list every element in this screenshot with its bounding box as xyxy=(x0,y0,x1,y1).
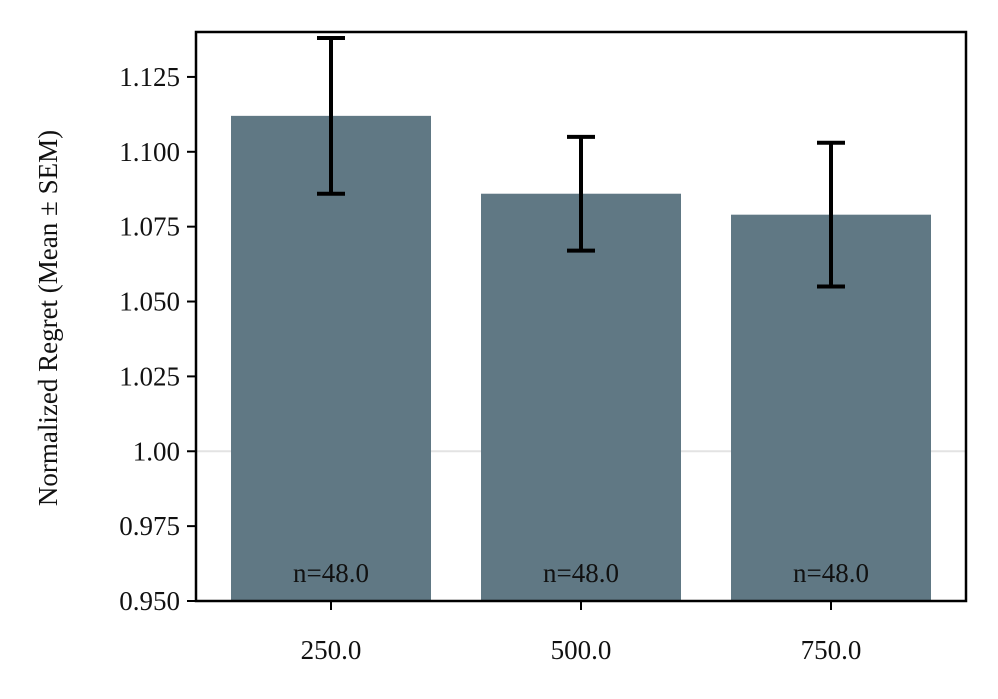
x-tick-label: 500.0 xyxy=(551,635,612,665)
error-bar-750.0 xyxy=(817,140,845,289)
axes: 0.950 0.975 1.00 1.025 1.050 1.075 1.100 1.125 2… xyxy=(119,30,968,665)
bar-count-label: n=48.0 xyxy=(793,558,869,588)
y-tick-label: 1.100 xyxy=(119,137,180,167)
x-tick-label: 250.0 xyxy=(301,635,362,665)
bar-500.0 xyxy=(481,193,681,601)
y-tick-label: 0.975 xyxy=(119,511,180,541)
y-tick-label: 1.050 xyxy=(119,287,180,317)
plot-area: n=48.0 n=48.0 n=48.0 xyxy=(196,35,966,601)
error-bar-500.0 xyxy=(567,134,595,253)
error-bar-250.0 xyxy=(317,35,345,196)
bar-250.0 xyxy=(231,115,431,601)
y-tick-label: 1.075 xyxy=(119,212,180,242)
y-tick-label: 1.025 xyxy=(119,361,180,391)
bar-count-label: n=48.0 xyxy=(293,558,369,588)
y-tick-label: 1.00 xyxy=(133,436,180,466)
bar-count-label: n=48.0 xyxy=(543,558,619,588)
x-tick-label: 750.0 xyxy=(801,635,862,665)
y-axis-title: Normalized Regret (Mean ± SEM) xyxy=(33,130,63,506)
y-tick-label: 0.950 xyxy=(119,586,180,616)
y-tick-label: 1.125 xyxy=(119,62,180,92)
